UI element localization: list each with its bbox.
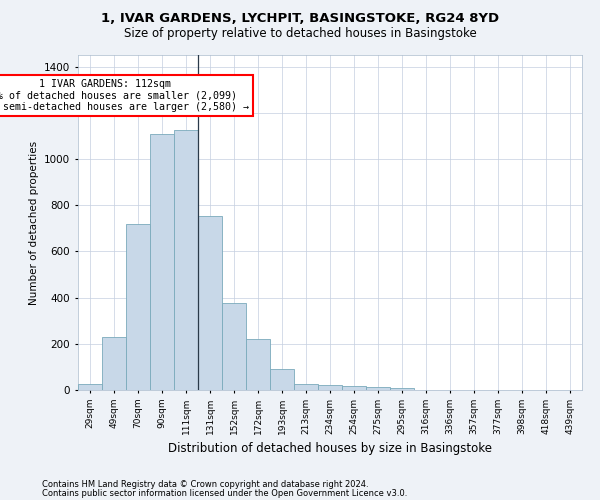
Bar	[270, 369, 294, 390]
Text: Size of property relative to detached houses in Basingstoke: Size of property relative to detached ho…	[124, 28, 476, 40]
Bar	[390, 388, 414, 390]
Bar	[78, 384, 102, 390]
Y-axis label: Number of detached properties: Number of detached properties	[29, 140, 38, 304]
Bar	[342, 386, 366, 390]
Text: 1 IVAR GARDENS: 112sqm
← 44% of detached houses are smaller (2,099)
55% of semi-: 1 IVAR GARDENS: 112sqm ← 44% of detached…	[0, 79, 249, 112]
Bar	[294, 384, 318, 390]
Text: Contains HM Land Registry data © Crown copyright and database right 2024.: Contains HM Land Registry data © Crown c…	[42, 480, 368, 489]
Bar	[102, 337, 126, 390]
Text: 1, IVAR GARDENS, LYCHPIT, BASINGSTOKE, RG24 8YD: 1, IVAR GARDENS, LYCHPIT, BASINGSTOKE, R…	[101, 12, 499, 26]
Bar	[198, 216, 222, 390]
Text: Contains public sector information licensed under the Open Government Licence v3: Contains public sector information licen…	[42, 489, 407, 498]
Bar	[126, 224, 150, 390]
Bar	[246, 339, 270, 390]
Bar	[150, 134, 174, 390]
Bar	[174, 130, 198, 390]
Bar	[318, 386, 342, 390]
Bar	[222, 304, 246, 390]
Bar	[366, 386, 390, 390]
X-axis label: Distribution of detached houses by size in Basingstoke: Distribution of detached houses by size …	[168, 442, 492, 456]
